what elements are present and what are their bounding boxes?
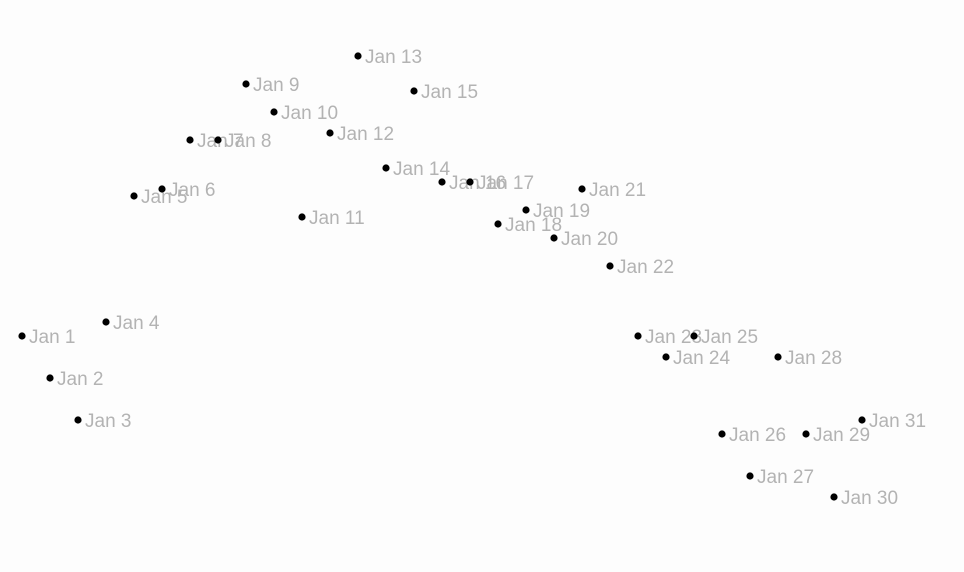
point-label: Jan 19 xyxy=(533,201,590,222)
point-label: Jan 8 xyxy=(225,131,271,152)
data-point xyxy=(186,136,194,144)
point-label: Jan 12 xyxy=(337,124,394,145)
point-label: Jan 23 xyxy=(645,327,702,348)
data-point xyxy=(690,332,698,340)
data-point xyxy=(522,206,530,214)
point-label: Jan 2 xyxy=(57,369,103,390)
data-point xyxy=(858,416,866,424)
point-label: Jan 10 xyxy=(281,103,338,124)
data-point xyxy=(774,353,782,361)
data-point xyxy=(550,234,558,242)
point-label: Jan 11 xyxy=(309,208,365,229)
data-point xyxy=(18,332,26,340)
data-point xyxy=(662,353,670,361)
point-label: Jan 29 xyxy=(813,425,870,446)
data-point xyxy=(270,108,278,116)
data-point xyxy=(130,192,138,200)
point-label: Jan 22 xyxy=(617,257,674,278)
data-point xyxy=(214,136,222,144)
point-label: Jan 27 xyxy=(757,467,814,488)
data-point xyxy=(382,164,390,172)
point-label: Jan 15 xyxy=(421,82,478,103)
point-label: Jan 13 xyxy=(365,47,422,68)
data-point xyxy=(158,185,166,193)
data-point xyxy=(46,374,54,382)
point-label: Jan 9 xyxy=(253,75,299,96)
data-point xyxy=(718,430,726,438)
point-label: Jan 25 xyxy=(701,327,758,348)
point-label: Jan 31 xyxy=(869,411,926,432)
point-label: Jan 17 xyxy=(477,173,534,194)
point-label: Jan 28 xyxy=(785,348,842,369)
data-point xyxy=(354,52,362,60)
point-label: Jan 20 xyxy=(561,229,618,250)
point-label: Jan 3 xyxy=(85,411,131,432)
data-point xyxy=(410,87,418,95)
point-label: Jan 21 xyxy=(589,180,646,201)
data-point xyxy=(606,262,614,270)
data-point xyxy=(830,493,838,501)
point-label: Jan 5 xyxy=(141,187,187,208)
point-label: Jan 1 xyxy=(29,327,75,348)
data-point xyxy=(802,430,810,438)
point-label: Jan 14 xyxy=(393,159,450,180)
data-point xyxy=(74,416,82,424)
point-label: Jan 30 xyxy=(841,488,898,509)
point-label: Jan 26 xyxy=(729,425,786,446)
data-point xyxy=(242,80,250,88)
data-point xyxy=(494,220,502,228)
point-label: Jan 16 xyxy=(449,173,506,194)
data-point xyxy=(634,332,642,340)
point-label: Jan 24 xyxy=(673,348,730,369)
point-label: Jan 4 xyxy=(113,313,160,334)
data-point xyxy=(102,318,110,326)
data-point xyxy=(326,129,334,137)
data-point xyxy=(466,178,474,186)
point-label: Jan 18 xyxy=(505,215,562,236)
data-point xyxy=(746,472,754,480)
data-points xyxy=(18,52,866,501)
data-point xyxy=(438,178,446,186)
data-point xyxy=(298,213,306,221)
point-label: Jan 6 xyxy=(169,180,215,201)
data-point xyxy=(578,185,586,193)
